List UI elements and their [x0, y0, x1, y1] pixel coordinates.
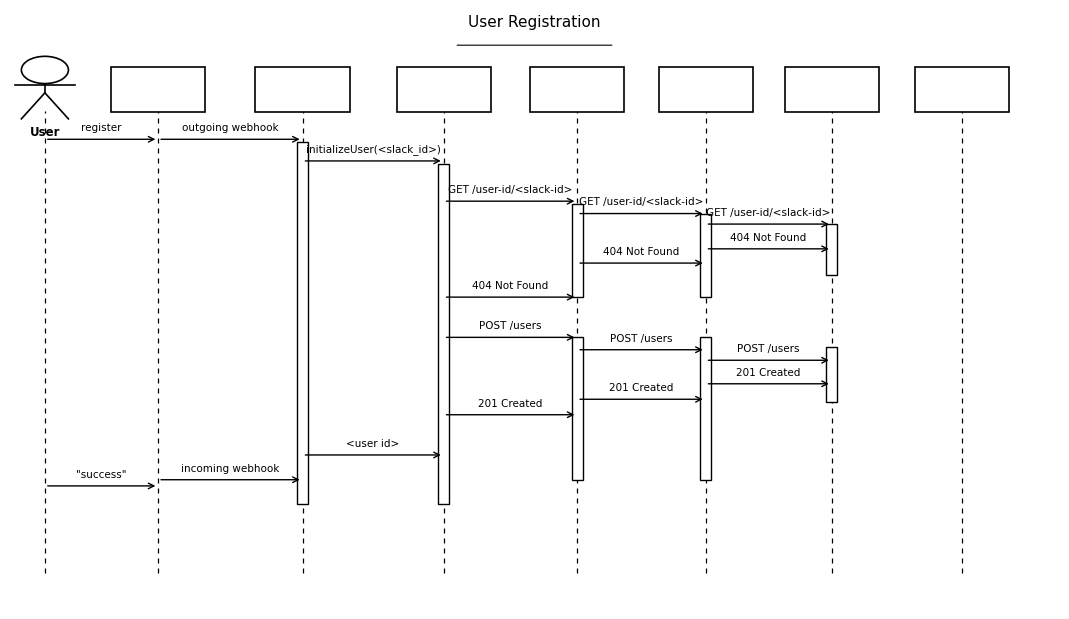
Text: 404 Not Found: 404 Not Found [730, 233, 807, 243]
Text: SS: SS [697, 83, 714, 97]
Text: 201 Created: 201 Created [737, 368, 801, 378]
Text: GET /user-id/<slack-id>: GET /user-id/<slack-id> [448, 185, 573, 195]
Text: GET /user-id/<slack-id>: GET /user-id/<slack-id> [707, 208, 831, 218]
Text: User Registration: User Registration [468, 15, 601, 30]
Text: POST /users: POST /users [738, 344, 800, 354]
Text: register: register [81, 123, 122, 133]
FancyBboxPatch shape [397, 67, 491, 112]
Text: 201 Created: 201 Created [609, 383, 673, 393]
FancyBboxPatch shape [572, 337, 583, 480]
FancyBboxPatch shape [826, 347, 837, 402]
Text: PCS: PCS [431, 83, 456, 97]
FancyBboxPatch shape [297, 142, 308, 504]
Text: 404 Not Found: 404 Not Found [603, 247, 680, 257]
Text: <user id>: <user id> [346, 439, 400, 449]
Text: 201 Created: 201 Created [478, 399, 543, 409]
Text: POST /users: POST /users [610, 334, 672, 344]
Text: LDBS: LDBS [815, 83, 849, 97]
FancyBboxPatch shape [438, 164, 449, 504]
Text: GET /user-id/<slack-id>: GET /user-id/<slack-id> [579, 197, 703, 207]
Text: AS: AS [954, 83, 971, 97]
Text: outgoing webhook: outgoing webhook [182, 123, 279, 133]
Text: initializeUser(<slack_id>): initializeUser(<slack_id>) [306, 144, 440, 155]
FancyBboxPatch shape [255, 67, 350, 112]
Text: SLACK: SLACK [137, 83, 180, 97]
Text: 404 Not Found: 404 Not Found [472, 281, 548, 291]
FancyBboxPatch shape [915, 67, 1009, 112]
Text: User: User [30, 126, 60, 139]
Text: BLS: BLS [564, 83, 590, 97]
FancyBboxPatch shape [826, 224, 837, 275]
Text: SLACK BOT: SLACK BOT [265, 83, 340, 97]
FancyBboxPatch shape [700, 337, 711, 480]
FancyBboxPatch shape [785, 67, 879, 112]
Text: incoming webhook: incoming webhook [181, 464, 280, 474]
FancyBboxPatch shape [572, 204, 583, 297]
FancyBboxPatch shape [111, 67, 205, 112]
FancyBboxPatch shape [700, 214, 711, 297]
Text: "success": "success" [76, 470, 127, 480]
FancyBboxPatch shape [659, 67, 753, 112]
FancyBboxPatch shape [530, 67, 624, 112]
Text: POST /users: POST /users [479, 321, 542, 331]
